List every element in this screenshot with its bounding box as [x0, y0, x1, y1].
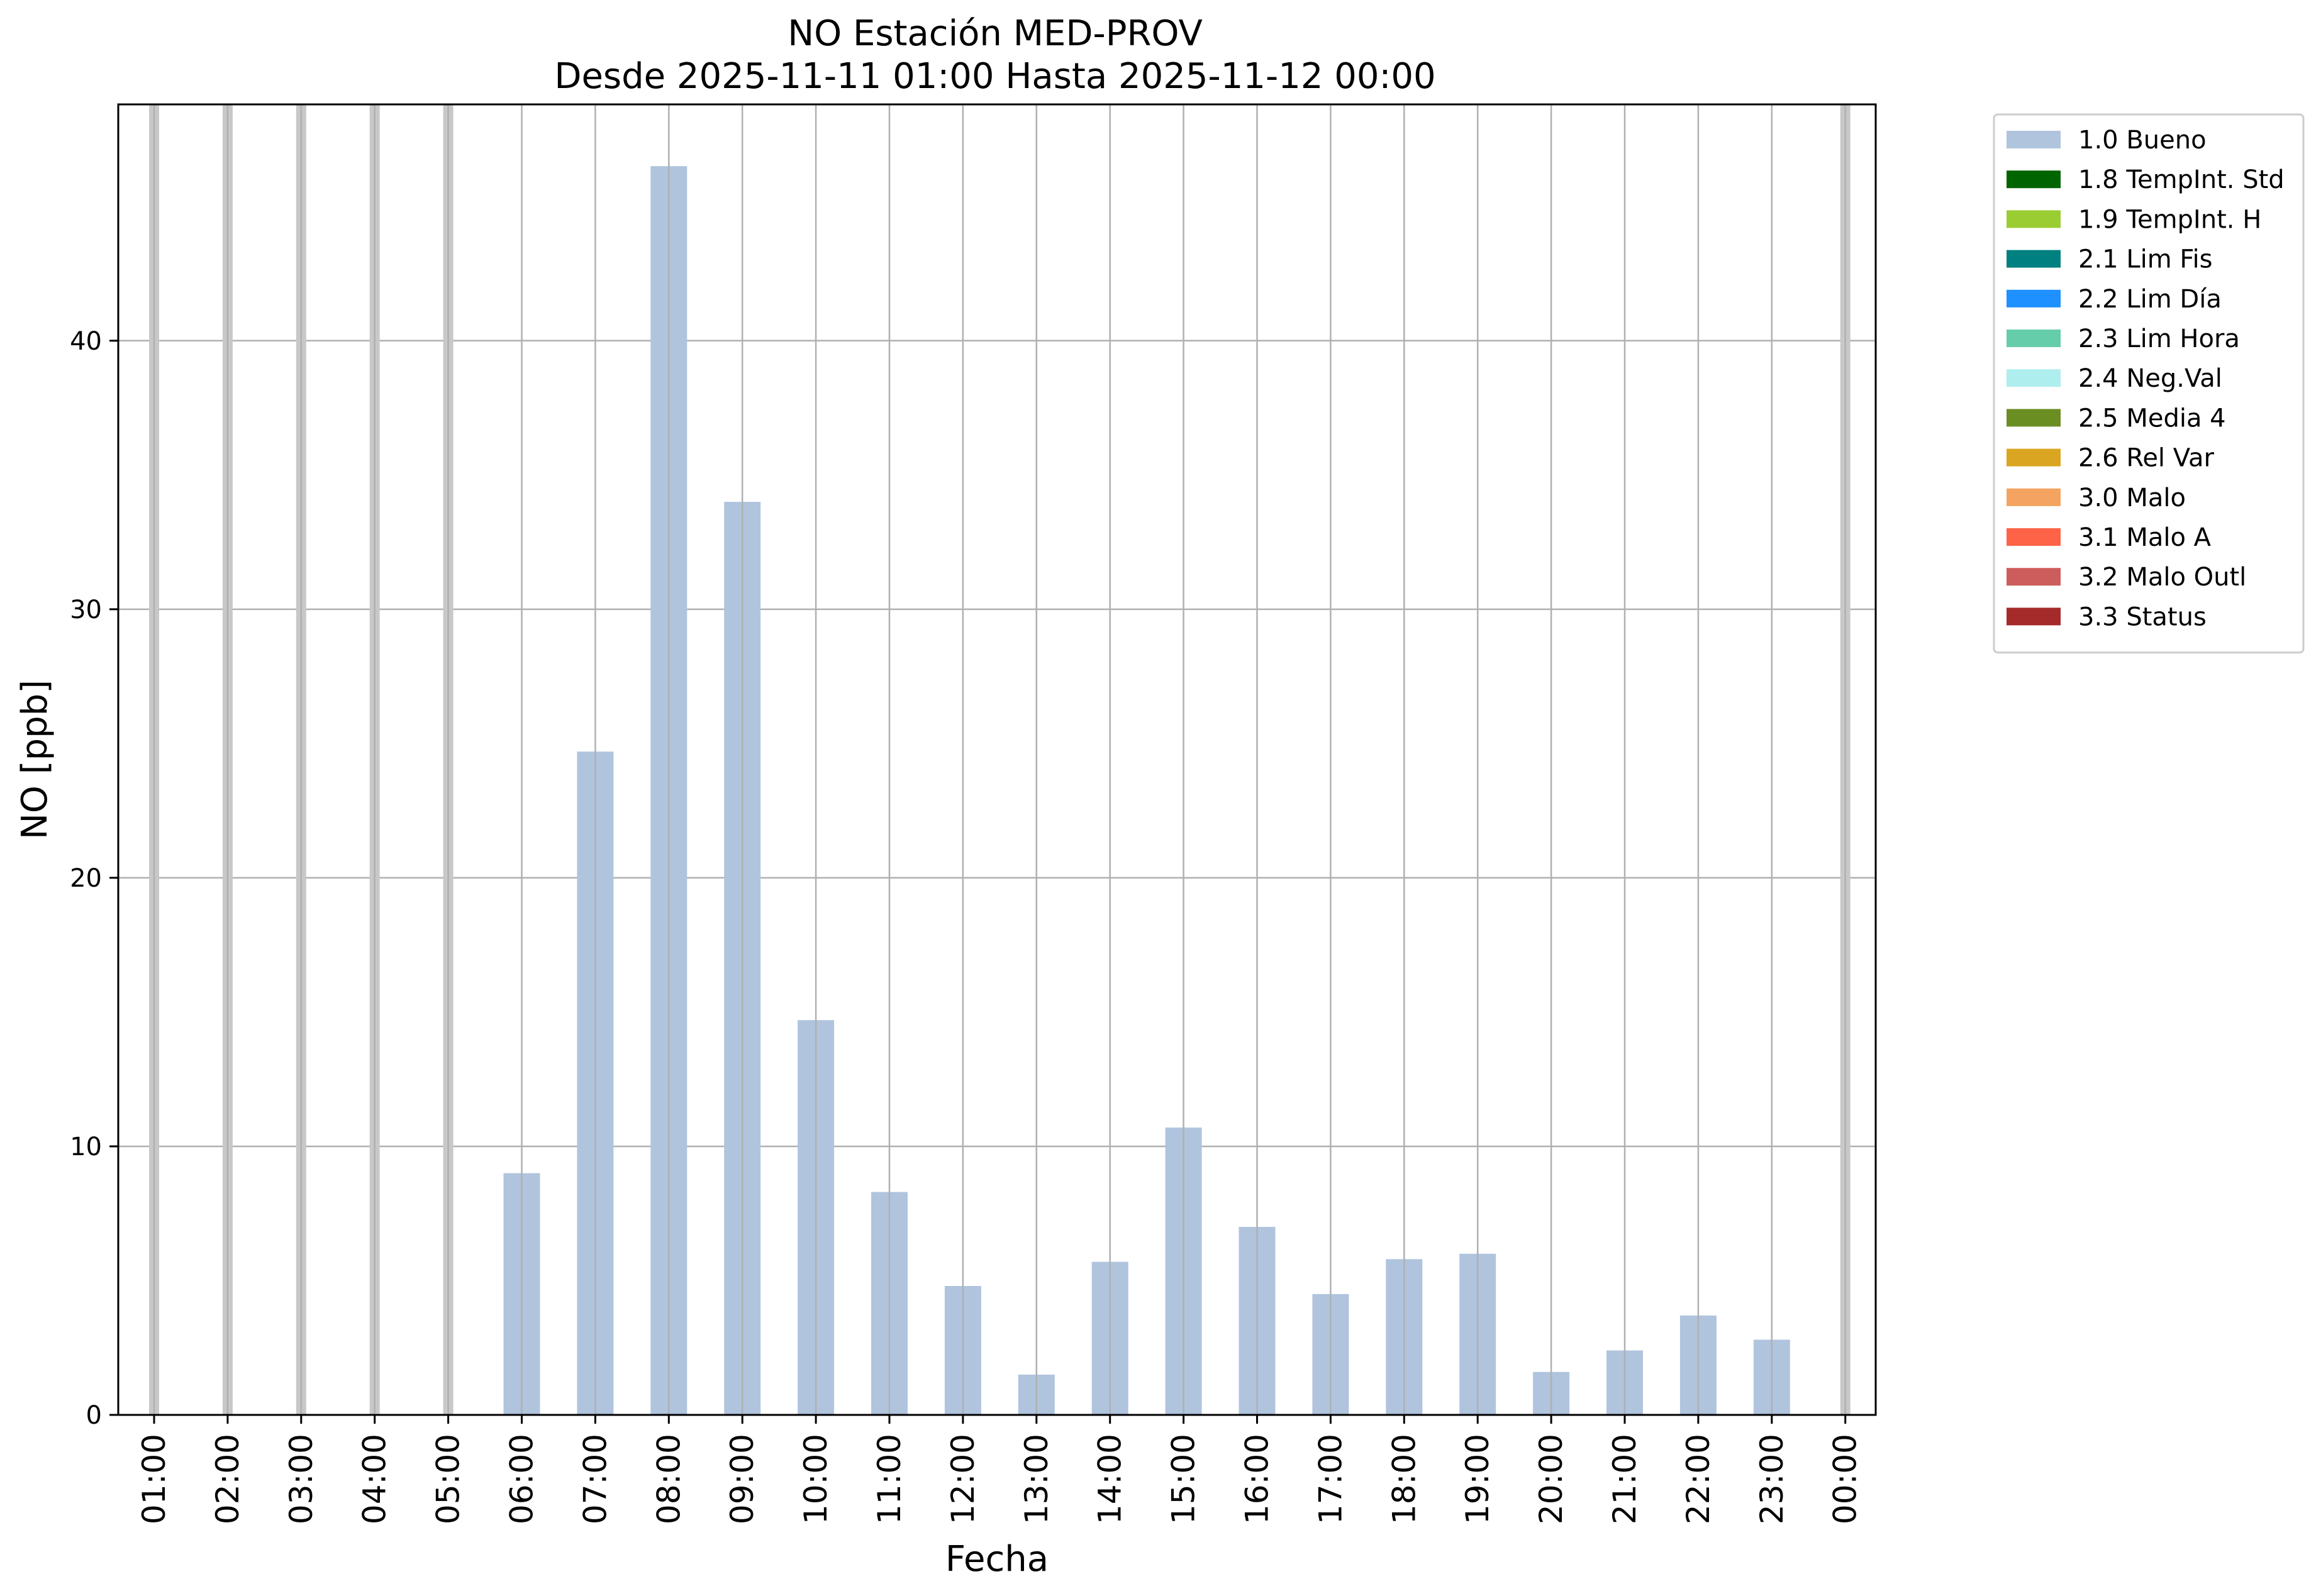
x-tick-label: 00:00 — [1827, 1434, 1864, 1524]
y-tick-label: 0 — [86, 1401, 102, 1430]
legend-frame — [1993, 113, 2305, 654]
x-tick-label: 10:00 — [798, 1434, 834, 1524]
x-tick-label: 14:00 — [1092, 1434, 1128, 1524]
grid-layer — [118, 340, 1876, 1416]
x-tick-label: 12:00 — [945, 1434, 981, 1524]
y-axis-label: NO [ppb] — [14, 680, 55, 840]
x-axis-ticks: 01:00 02:00 03:00 04:00 05:00 06:00 07:00 08:00… — [136, 1415, 1864, 1524]
x-tick-label: 04:00 — [357, 1434, 393, 1524]
x-tick-label: 01:00 — [136, 1434, 172, 1524]
legend-item-label: 1.8 TempInt. Std — [2078, 165, 2285, 194]
legend-swatch — [2007, 330, 2061, 347]
x-tick-label: 05:00 — [430, 1434, 467, 1524]
x-tick-label: 15:00 — [1166, 1434, 1202, 1524]
legend-swatch — [2007, 369, 2061, 387]
x-tick-label: 11:00 — [871, 1434, 908, 1524]
chart-subtitle: Desde 2025-11-11 01:00 Hasta 2025-11-12 … — [554, 56, 1435, 97]
legend-item-label: 2.1 Lim Fis — [2078, 245, 2212, 274]
legend-item-label: 2.5 Media 4 — [2078, 404, 2226, 433]
y-axis-ticks: 0 10 20 30 40 — [70, 327, 118, 1430]
y-tick-label: 20 — [70, 864, 102, 893]
legend-item-label: 2.4 Neg.Val — [2078, 364, 2222, 393]
x-tick-label: 21:00 — [1606, 1434, 1643, 1524]
bars-layer — [503, 166, 1790, 1416]
legend-swatch — [2007, 409, 2061, 427]
legend-item-label: 3.3 Status — [2078, 602, 2207, 631]
x-tick-label: 17:00 — [1312, 1434, 1349, 1524]
x-tick-label: 20:00 — [1533, 1434, 1569, 1524]
x-tick-label: 13:00 — [1018, 1434, 1055, 1524]
legend-item-label: 3.2 Malo Outl — [2078, 563, 2246, 592]
x-tick-label: 23:00 — [1754, 1434, 1790, 1524]
legend-item-label: 3.1 Malo A — [2078, 523, 2212, 552]
x-tick-label: 03:00 — [283, 1434, 320, 1524]
legend-item-label: 1.9 TempInt. H — [2078, 205, 2261, 234]
legend-swatch — [2007, 528, 2061, 546]
legend-item-label: 2.6 Rel Var — [2078, 444, 2215, 473]
legend-swatch — [2007, 289, 2061, 308]
legend: 1.0 Bueno 1.8 TempInt. Std 1.9 TempInt. H 2… — [1993, 113, 2305, 654]
vertical-grid-layer — [153, 104, 1846, 1415]
x-tick-label: 08:00 — [650, 1434, 687, 1524]
x-tick-label: 07:00 — [577, 1434, 613, 1524]
legend-swatch — [2007, 488, 2061, 506]
y-tick-label: 10 — [70, 1133, 102, 1161]
legend-swatch — [2007, 607, 2061, 626]
x-axis-label: Fecha — [945, 1539, 1049, 1580]
y-tick-label: 30 — [70, 596, 102, 624]
x-tick-label: 06:00 — [504, 1434, 540, 1524]
x-tick-label: 18:00 — [1386, 1434, 1422, 1524]
y-tick-label: 40 — [70, 327, 102, 356]
legend-swatch — [2007, 250, 2061, 268]
plot-area-frame — [117, 103, 1877, 1416]
legend-item-label: 1.0 Bueno — [2078, 126, 2207, 155]
legend-swatch — [2007, 170, 2061, 189]
chart-title: NO Estación MED-PROV — [788, 13, 1203, 54]
legend-swatch — [2007, 568, 2061, 586]
legend-swatch — [2007, 448, 2061, 467]
missing-data-markers — [149, 104, 1851, 1415]
x-tick-label: 02:00 — [209, 1434, 246, 1524]
x-tick-label: 22:00 — [1680, 1434, 1717, 1524]
x-tick-label: 19:00 — [1459, 1434, 1496, 1524]
legend-swatch — [2007, 210, 2061, 228]
legend-item-label: 2.2 Lim Día — [2078, 285, 2222, 314]
x-tick-label: 09:00 — [724, 1434, 760, 1524]
x-tick-label: 16:00 — [1239, 1434, 1276, 1524]
legend-swatch — [2007, 131, 2061, 148]
legend-item-label: 2.3 Lim Hora — [2078, 324, 2240, 353]
legend-item-label: 3.0 Malo — [2078, 484, 2186, 513]
